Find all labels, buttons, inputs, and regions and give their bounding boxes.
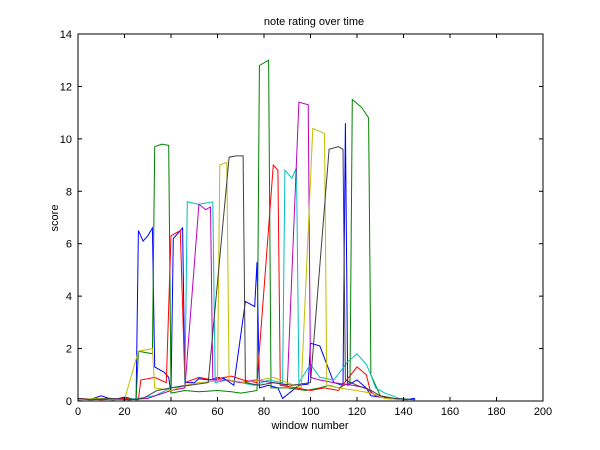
y-tick-label: 4 xyxy=(66,291,72,303)
x-tick-label: 100 xyxy=(301,406,319,418)
x-tick-label: 180 xyxy=(487,406,505,418)
y-tick-label: 14 xyxy=(60,29,72,41)
plot-area: 0 20 40 60 80 100 120 140 160 180 200 0 2 4 6 8 10 12 14 xyxy=(60,29,552,418)
series-line-7 xyxy=(77,146,416,401)
x-tick-label: 200 xyxy=(534,406,552,418)
x-tick-label: 0 xyxy=(75,406,81,418)
y-tick-label: 6 xyxy=(66,239,72,251)
chart-title: note rating over time xyxy=(264,16,364,28)
ticks-layer: 0 20 40 60 80 100 120 140 160 180 200 0 2 4 6 8 10 12 14 xyxy=(60,29,552,418)
series-line-1 xyxy=(77,123,416,401)
y-axis-label: score xyxy=(49,205,61,232)
x-tick-label: 20 xyxy=(118,406,130,418)
x-tick-label: 40 xyxy=(165,406,177,418)
y-tick-label: 10 xyxy=(60,134,72,146)
series-line-2 xyxy=(77,59,409,401)
x-tick-label: 140 xyxy=(394,406,412,418)
x-tick-label: 120 xyxy=(348,406,366,418)
series-layer xyxy=(77,59,416,401)
x-tick-label: 160 xyxy=(441,406,459,418)
y-tick-label: 8 xyxy=(66,186,72,198)
series-line-3 xyxy=(77,163,404,401)
series-line-6 xyxy=(77,127,404,401)
y-tick-label: 12 xyxy=(60,81,72,93)
x-tick-label: 80 xyxy=(258,406,270,418)
y-tick-label: 0 xyxy=(66,396,72,408)
x-tick-label: 60 xyxy=(211,406,223,418)
y-tick-label: 2 xyxy=(66,344,72,356)
x-axis-label: window number xyxy=(270,420,348,432)
